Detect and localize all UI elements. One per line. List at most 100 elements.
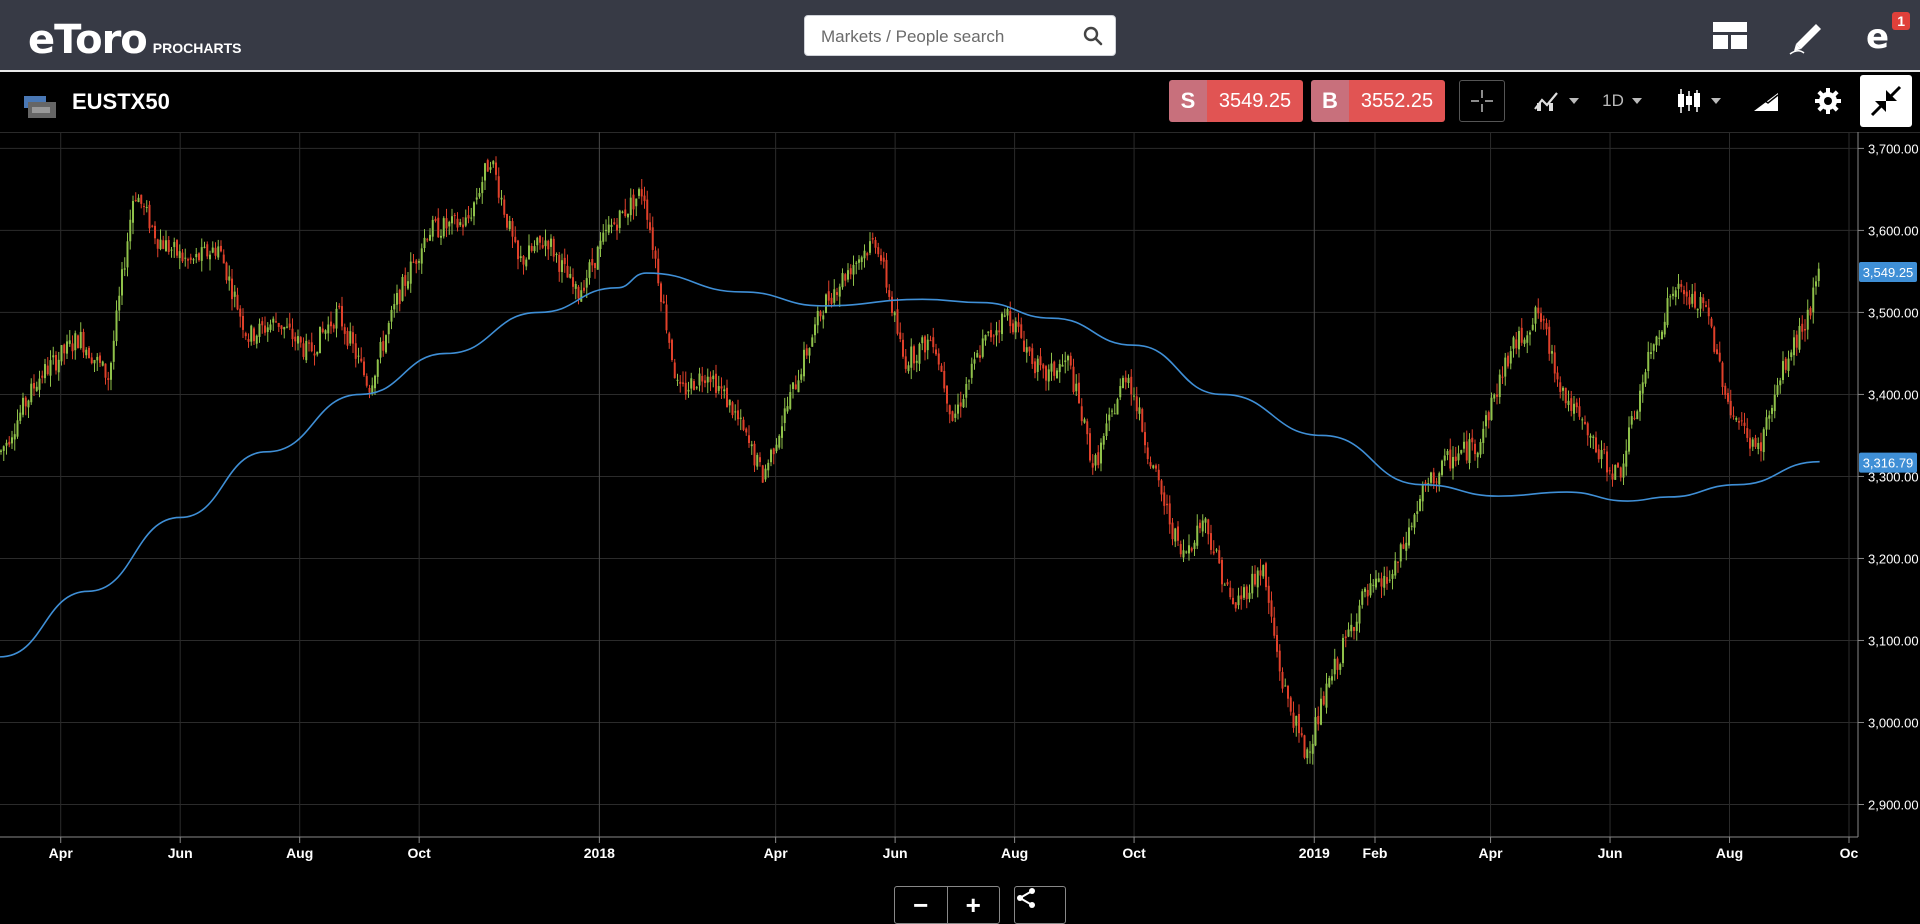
crosshair-button[interactable] xyxy=(1459,80,1505,122)
candle-body xyxy=(907,365,910,372)
candle-body xyxy=(434,218,437,221)
candle-body xyxy=(121,269,123,296)
candle-body xyxy=(41,375,44,378)
candle-body xyxy=(497,176,500,198)
candle-body xyxy=(632,194,635,210)
candle-body xyxy=(547,240,550,250)
candle-body xyxy=(365,376,368,386)
candle-body xyxy=(1523,339,1526,344)
candle-body xyxy=(1190,548,1193,551)
candle-body xyxy=(1441,460,1443,475)
candle-body xyxy=(385,335,387,353)
last-price-tag: 3,549.25 xyxy=(1859,262,1917,283)
logo-subtitle: PROCHARTS xyxy=(152,40,242,56)
candle-body xyxy=(621,211,624,213)
candle-body xyxy=(877,247,880,255)
candle-body xyxy=(420,248,423,264)
svg-text:3,549.25: 3,549.25 xyxy=(1863,265,1914,280)
layout-icon[interactable] xyxy=(1710,14,1752,56)
notification-badge: 1 xyxy=(1892,12,1910,30)
sell-button[interactable]: S 3549.25 xyxy=(1169,80,1303,122)
candle-body xyxy=(198,253,200,261)
candle-body xyxy=(1122,377,1124,388)
candle-body xyxy=(390,309,393,322)
logo-text: eToro xyxy=(28,17,148,63)
candle-body xyxy=(1157,469,1160,481)
search-box[interactable] xyxy=(804,15,1116,56)
instrument-name[interactable]: EUSTX50 xyxy=(72,89,170,114)
candle-body xyxy=(583,287,585,291)
collapse-fullscreen-button[interactable] xyxy=(1860,75,1912,127)
candle-body xyxy=(33,382,35,389)
chart-canvas[interactable]: 3,700.00 3,600.00 3,500.00 3,400.00 3,300.00… xyxy=(0,132,1920,866)
candle-body xyxy=(1512,337,1515,349)
candle-body xyxy=(170,249,173,251)
candle-body xyxy=(275,321,277,323)
notifications-button[interactable]: e 1 xyxy=(1862,12,1910,57)
candle-body xyxy=(1743,422,1746,426)
candle-body xyxy=(1663,321,1666,335)
candle-body xyxy=(525,259,528,267)
y-tick-label: 3,100.00 xyxy=(1868,633,1919,648)
price-chart[interactable]: 3,700.00 3,600.00 3,500.00 3,400.00 3,300.00… xyxy=(0,132,1920,924)
candle-body xyxy=(407,281,409,289)
candle-body xyxy=(979,355,981,358)
candle-body xyxy=(456,218,459,228)
drawing-tools-button[interactable] xyxy=(1744,80,1788,122)
search-icon[interactable] xyxy=(1083,26,1103,46)
candle-body xyxy=(1633,417,1636,419)
indicators-button[interactable] xyxy=(1526,80,1586,122)
candle-body xyxy=(530,245,533,251)
candle-body xyxy=(187,259,189,261)
zoom-in-button[interactable]: + xyxy=(946,887,1000,923)
moving-average-line xyxy=(0,272,1820,658)
candle-body xyxy=(1570,398,1573,411)
candle-body xyxy=(1463,441,1465,449)
candle-body xyxy=(1705,304,1707,307)
candle-body xyxy=(22,397,24,415)
candle-body xyxy=(1355,621,1358,632)
candle-body xyxy=(1746,428,1749,438)
candle-body xyxy=(266,327,269,332)
candle-body xyxy=(1641,382,1644,394)
candle-body xyxy=(1573,403,1575,414)
candle-body xyxy=(129,219,132,242)
pencil-icon[interactable] xyxy=(1786,14,1828,56)
candle-body xyxy=(1498,374,1501,398)
candle-body xyxy=(1289,697,1292,712)
candle-body xyxy=(90,357,93,364)
etoro-logo[interactable]: eToro PROCHARTS xyxy=(28,10,241,60)
candle-body xyxy=(624,209,627,217)
candle-body xyxy=(893,312,896,316)
candle-body xyxy=(1344,636,1347,639)
candle-body xyxy=(1474,443,1476,455)
candle-body xyxy=(588,262,591,278)
buy-button[interactable]: B 3552.25 xyxy=(1311,80,1445,122)
search-input[interactable] xyxy=(819,24,1083,50)
candle-body xyxy=(299,337,302,343)
candle-body xyxy=(1793,337,1795,356)
candle-body xyxy=(1762,429,1765,453)
zoom-out-button[interactable]: − xyxy=(913,889,929,920)
candle-body xyxy=(558,254,561,272)
settings-button[interactable] xyxy=(1806,80,1850,122)
candle-body xyxy=(382,341,385,351)
candle-body xyxy=(764,468,767,480)
candle-body xyxy=(280,325,283,329)
candle-body xyxy=(1372,584,1375,586)
candle-body xyxy=(1575,402,1578,408)
candle-body xyxy=(1243,587,1245,598)
candle-body xyxy=(11,437,13,444)
chart-type-button[interactable] xyxy=(1670,80,1726,122)
candle-body xyxy=(1061,364,1064,367)
candle-body xyxy=(1551,351,1553,354)
x-tick-label: Jun xyxy=(1598,845,1623,861)
timeframe-selector[interactable]: 1D xyxy=(1600,80,1644,122)
candle-body xyxy=(1287,685,1289,699)
share-button[interactable] xyxy=(1014,886,1066,924)
candle-body xyxy=(687,389,690,392)
candle-body xyxy=(855,262,858,264)
candle-body xyxy=(1600,450,1603,460)
candle-body xyxy=(803,349,805,377)
candle-body xyxy=(1449,449,1452,469)
